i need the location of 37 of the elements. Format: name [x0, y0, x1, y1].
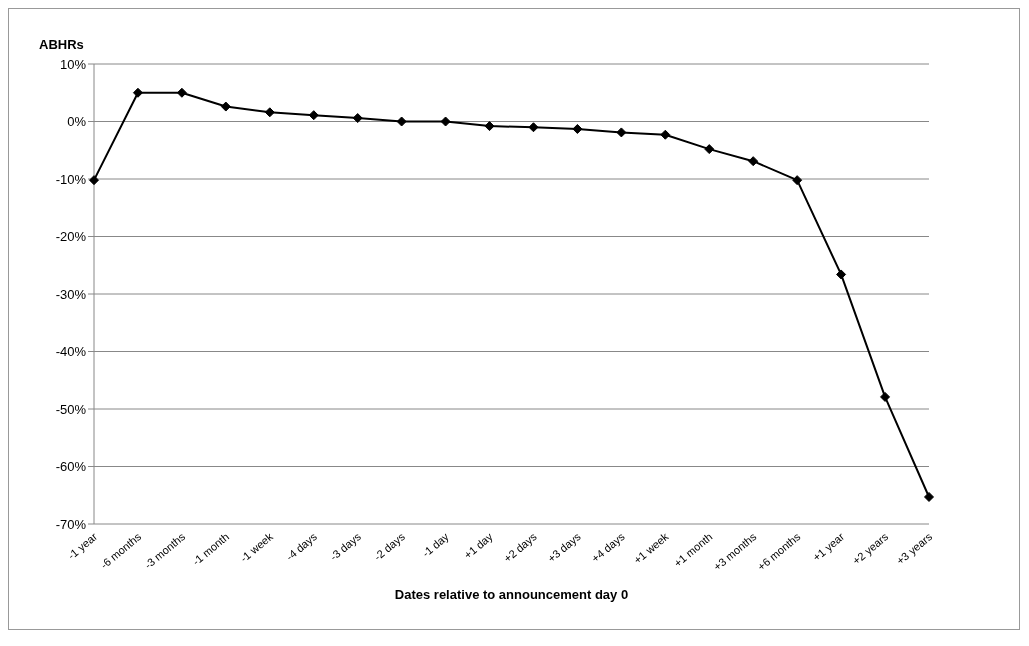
- x-axis-title: Dates relative to announcement day 0: [394, 587, 629, 602]
- point: [880, 391, 891, 402]
- point: [264, 107, 275, 118]
- point: [396, 116, 407, 127]
- point: [836, 269, 847, 280]
- point: [572, 123, 583, 134]
- x-tick-label: +1 day: [461, 530, 496, 561]
- y-tick-label: -20%: [55, 229, 87, 245]
- point: [528, 122, 539, 133]
- point: [220, 101, 231, 112]
- y-tick-label: -30%: [55, 286, 87, 302]
- point: [792, 175, 803, 186]
- point: [440, 116, 451, 127]
- point: [308, 110, 319, 121]
- x-tick-label: -3 days: [327, 530, 364, 563]
- y-tick-label: -10%: [55, 171, 87, 187]
- x-tick-label: +4 days: [589, 530, 628, 565]
- x-tick-label: +3 days: [545, 530, 584, 565]
- point: [176, 87, 187, 98]
- point: [616, 127, 627, 138]
- x-tick-label: -1 day: [419, 530, 452, 560]
- y-tick-label: -40%: [55, 344, 87, 360]
- x-tick-label: -4 days: [283, 530, 320, 563]
- x-tick-label: +2 days: [501, 530, 540, 565]
- y-tick-label: -70%: [55, 516, 87, 532]
- point: [484, 121, 495, 132]
- point: [704, 144, 715, 155]
- y-tick-label: -60%: [55, 459, 87, 475]
- point: [748, 156, 759, 167]
- point: [352, 113, 363, 124]
- y-tick-label: 0%: [67, 114, 87, 130]
- point: [924, 491, 934, 502]
- x-tick-label: -2 days: [371, 530, 408, 563]
- y-axis-title: ABHRs: [39, 37, 84, 52]
- point: [660, 129, 671, 140]
- y-tick-label: -50%: [55, 401, 87, 417]
- y-tick-label: 10%: [59, 56, 87, 72]
